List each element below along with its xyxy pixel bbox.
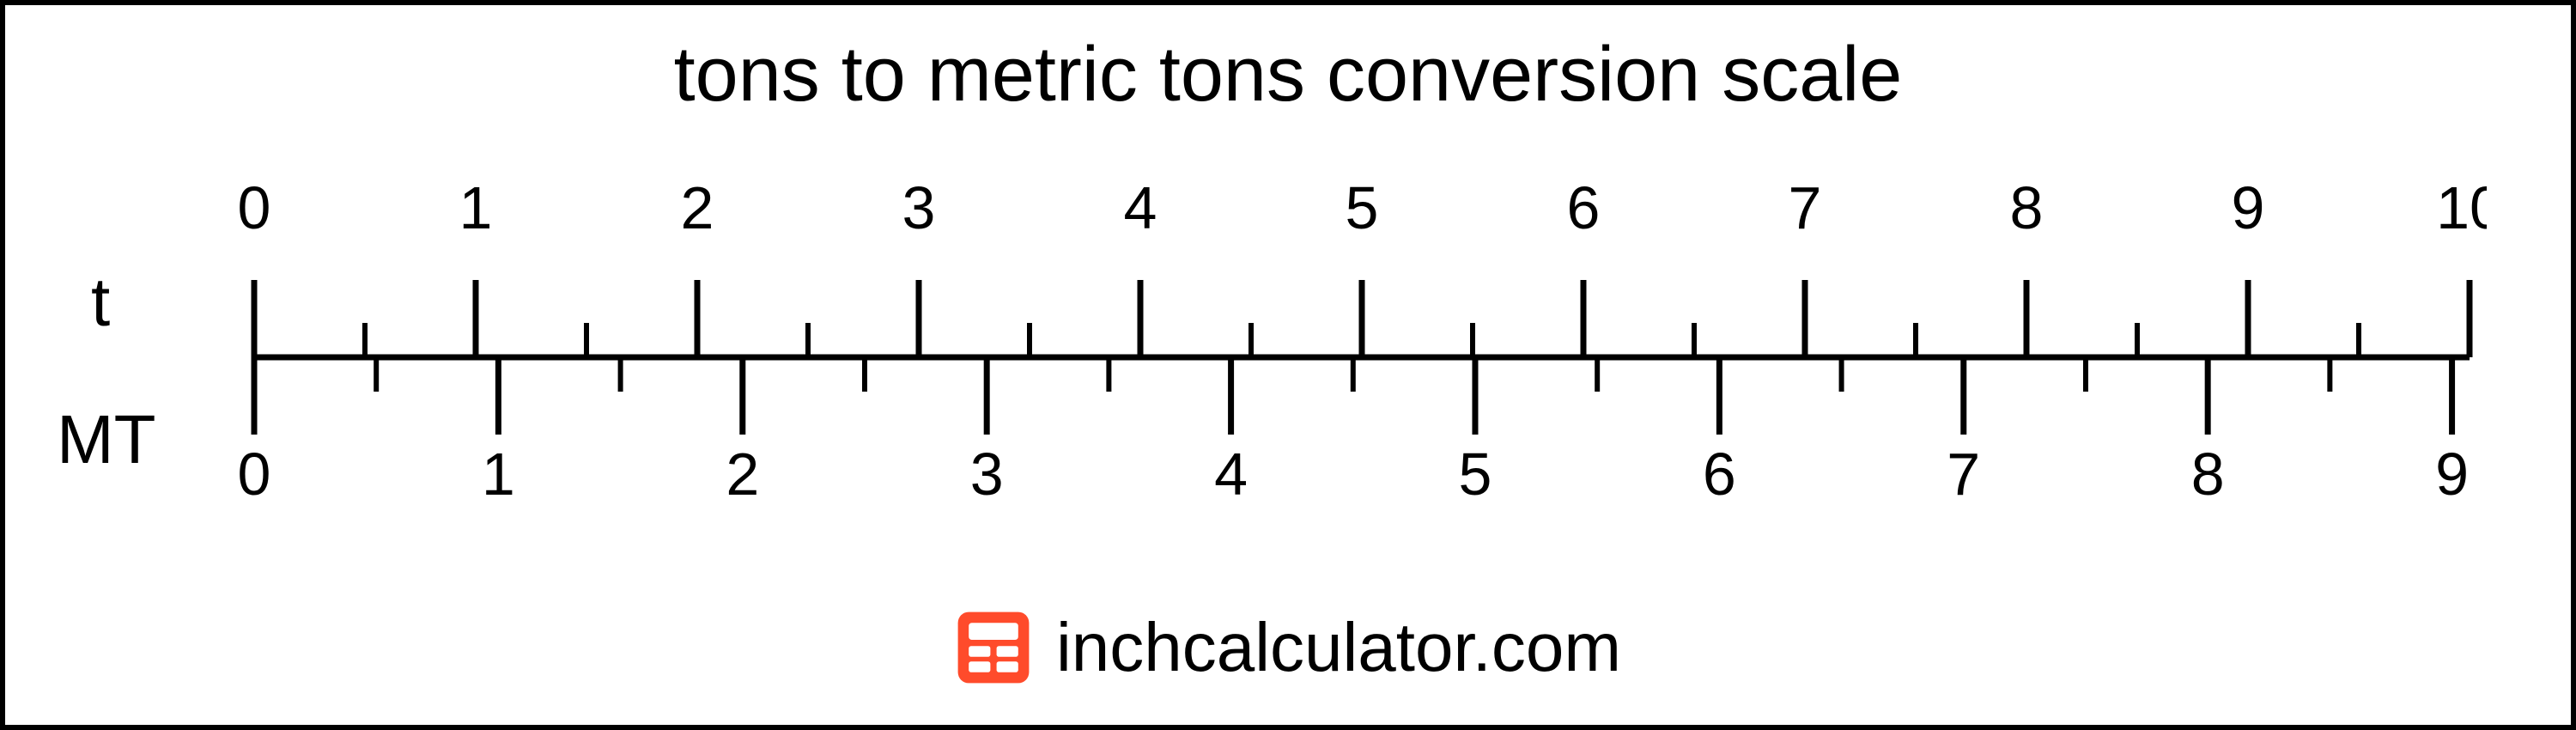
svg-text:5: 5 bbox=[1459, 441, 1492, 508]
svg-text:1: 1 bbox=[459, 177, 493, 241]
svg-text:2: 2 bbox=[726, 441, 759, 508]
svg-text:2: 2 bbox=[681, 177, 714, 241]
conversion-scale: t MT 0 1 2 3 4 5 6 7 8 9 10 0 1 2 3 4 5 6 7 8 9 bbox=[5, 177, 2571, 538]
top-unit-label: t bbox=[91, 263, 110, 342]
svg-text:4: 4 bbox=[1124, 177, 1157, 241]
svg-text:8: 8 bbox=[2010, 177, 2044, 241]
svg-text:9: 9 bbox=[2232, 177, 2265, 241]
svg-text:7: 7 bbox=[1789, 177, 1822, 241]
svg-text:8: 8 bbox=[2191, 441, 2225, 508]
calculator-icon bbox=[955, 609, 1032, 686]
svg-text:6: 6 bbox=[1703, 441, 1736, 508]
svg-text:3: 3 bbox=[902, 177, 936, 241]
svg-text:4: 4 bbox=[1214, 441, 1248, 508]
footer-text: inchcalculator.com bbox=[1056, 608, 1621, 687]
footer: inchcalculator.com bbox=[5, 608, 2571, 690]
svg-text:0: 0 bbox=[238, 441, 271, 508]
diagram-frame: tons to metric tons conversion scale t M… bbox=[0, 0, 2576, 730]
svg-text:10: 10 bbox=[2436, 177, 2487, 241]
svg-text:6: 6 bbox=[1567, 177, 1601, 241]
svg-text:9: 9 bbox=[2435, 441, 2469, 508]
svg-text:0: 0 bbox=[238, 177, 271, 241]
svg-text:7: 7 bbox=[1947, 441, 1980, 508]
scale-svg: 0 1 2 3 4 5 6 7 8 9 10 0 1 2 3 4 5 6 7 8 9 bbox=[237, 177, 2487, 538]
diagram-title: tons to metric tons conversion scale bbox=[5, 31, 2571, 119]
bottom-unit-label: MT bbox=[57, 400, 156, 479]
svg-text:3: 3 bbox=[970, 441, 1004, 508]
svg-text:5: 5 bbox=[1346, 177, 1379, 241]
svg-text:1: 1 bbox=[482, 441, 515, 508]
